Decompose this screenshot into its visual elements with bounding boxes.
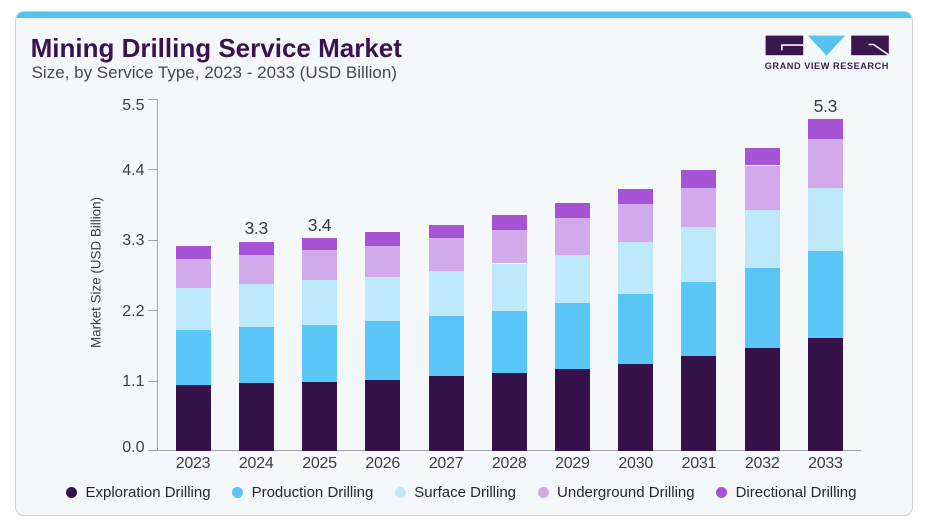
svg-text:GRAND VIEW RESEARCH: GRAND VIEW RESEARCH xyxy=(765,61,889,71)
